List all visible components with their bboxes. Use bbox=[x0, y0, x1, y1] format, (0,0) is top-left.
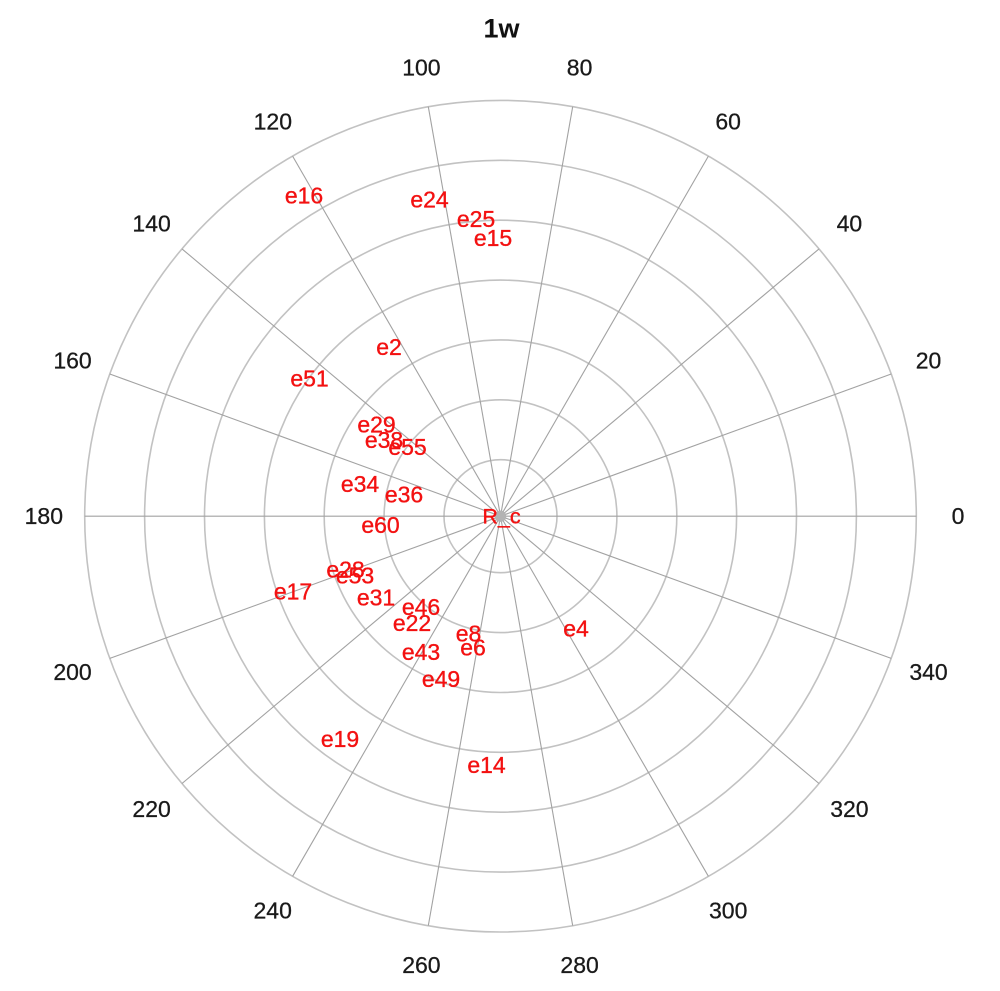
svg-text:40: 40 bbox=[837, 210, 863, 236]
svg-text:260: 260 bbox=[402, 952, 440, 978]
svg-text:280: 280 bbox=[560, 952, 598, 978]
svg-text:e53: e53 bbox=[336, 563, 374, 589]
svg-text:e2: e2 bbox=[376, 334, 402, 360]
svg-text:340: 340 bbox=[909, 659, 947, 685]
svg-text:e28: e28 bbox=[326, 557, 364, 583]
svg-text:e29: e29 bbox=[357, 412, 395, 438]
svg-text:200: 200 bbox=[53, 659, 91, 685]
svg-text:240: 240 bbox=[254, 898, 292, 924]
svg-text:e55: e55 bbox=[388, 434, 426, 460]
svg-text:e17: e17 bbox=[274, 579, 312, 605]
svg-text:320: 320 bbox=[830, 796, 868, 822]
svg-text:e16: e16 bbox=[285, 183, 323, 209]
svg-text:20: 20 bbox=[916, 347, 942, 373]
svg-text:e8: e8 bbox=[456, 621, 482, 647]
svg-text:e38: e38 bbox=[365, 427, 403, 453]
svg-text:160: 160 bbox=[53, 347, 91, 373]
svg-text:300: 300 bbox=[709, 898, 747, 924]
svg-text:1w: 1w bbox=[483, 14, 520, 44]
svg-text:e19: e19 bbox=[321, 726, 359, 752]
svg-text:180: 180 bbox=[25, 503, 63, 529]
svg-text:e6: e6 bbox=[460, 635, 486, 661]
svg-text:60: 60 bbox=[715, 109, 741, 135]
svg-text:80: 80 bbox=[567, 55, 593, 81]
svg-text:e25: e25 bbox=[457, 206, 495, 232]
svg-text:120: 120 bbox=[254, 109, 292, 135]
svg-text:e22: e22 bbox=[393, 610, 431, 636]
svg-text:e24: e24 bbox=[410, 187, 449, 213]
svg-text:0: 0 bbox=[952, 503, 965, 529]
svg-text:e34: e34 bbox=[341, 471, 380, 497]
svg-text:e51: e51 bbox=[290, 366, 328, 392]
svg-text:e43: e43 bbox=[402, 639, 440, 665]
svg-text:100: 100 bbox=[402, 55, 440, 81]
svg-text:e4: e4 bbox=[563, 616, 589, 642]
svg-text:e36: e36 bbox=[385, 482, 423, 508]
svg-text:220: 220 bbox=[132, 796, 170, 822]
svg-text:e31: e31 bbox=[357, 585, 395, 611]
svg-text:140: 140 bbox=[132, 210, 170, 236]
svg-text:e60: e60 bbox=[361, 512, 399, 538]
svg-text:e49: e49 bbox=[422, 666, 460, 692]
svg-text:e46: e46 bbox=[402, 594, 440, 620]
svg-text:e14: e14 bbox=[467, 752, 506, 778]
svg-text:e15: e15 bbox=[474, 225, 512, 251]
svg-text:R_c: R_c bbox=[482, 505, 520, 529]
